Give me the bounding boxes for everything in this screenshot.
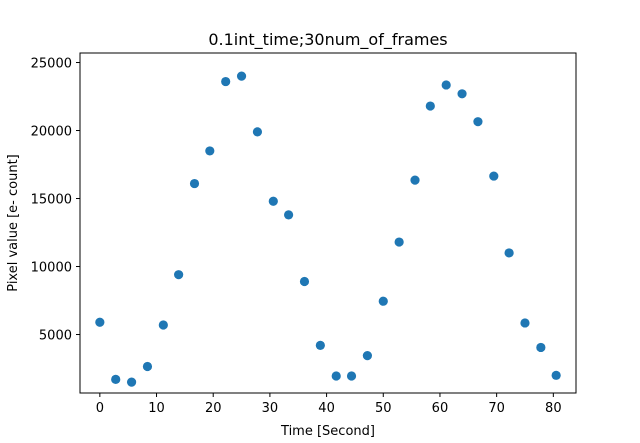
x-tick-label: 70 [488, 401, 505, 416]
x-tick-label: 60 [432, 401, 449, 416]
x-tick-label: 50 [375, 401, 392, 416]
data-point [315, 340, 325, 350]
x-axis-label: Time [Second] [280, 424, 375, 439]
data-point [551, 370, 561, 380]
x-axis-ticks: 0 10 20 30 40 50 60 70 80 [96, 393, 562, 416]
plot-marks [95, 71, 561, 387]
plot-frame [79, 52, 577, 394]
data-point [378, 296, 388, 306]
data-point [252, 127, 263, 137]
data-point [410, 175, 420, 185]
y-axis-ticks: 5000 10000 15000 20000 25000 [31, 57, 80, 344]
data-point [425, 101, 435, 111]
x-tick-label: 40 [318, 401, 335, 416]
x-tick-label: 30 [262, 401, 279, 416]
data-point [489, 171, 499, 181]
data-point [346, 371, 357, 381]
data-point [362, 351, 372, 361]
data-point [158, 320, 168, 330]
x-tick-label: 80 [545, 401, 562, 416]
data-point [236, 71, 247, 81]
y-tick-label: 25000 [31, 57, 72, 72]
data-point [284, 210, 294, 220]
y-axis-label: Pixel value [e- count] [6, 154, 21, 291]
data-point [174, 270, 184, 280]
x-tick-label: 10 [148, 401, 165, 416]
data-point [536, 342, 546, 353]
data-point [331, 371, 341, 381]
data-point [221, 76, 231, 87]
data-point [205, 146, 215, 156]
chart-title: 0.1int_time;30num_of_frames [208, 30, 447, 50]
data-point [126, 377, 137, 387]
x-tick-label: 20 [205, 401, 222, 416]
y-tick-label: 10000 [31, 261, 72, 276]
data-point [95, 317, 105, 327]
x-tick-label: 0 [96, 401, 104, 416]
data-point [299, 276, 310, 287]
data-point [189, 178, 200, 189]
data-point [520, 318, 530, 328]
data-point [142, 361, 153, 372]
data-point [457, 89, 467, 99]
y-tick-label: 5000 [39, 329, 72, 344]
y-tick-label: 20000 [31, 125, 72, 140]
data-point [504, 248, 514, 258]
data-point [111, 374, 121, 384]
data-point [394, 237, 404, 247]
y-tick-label: 15000 [31, 193, 72, 208]
data-point [473, 117, 483, 127]
data-point [268, 196, 278, 206]
data-point [441, 80, 451, 90]
